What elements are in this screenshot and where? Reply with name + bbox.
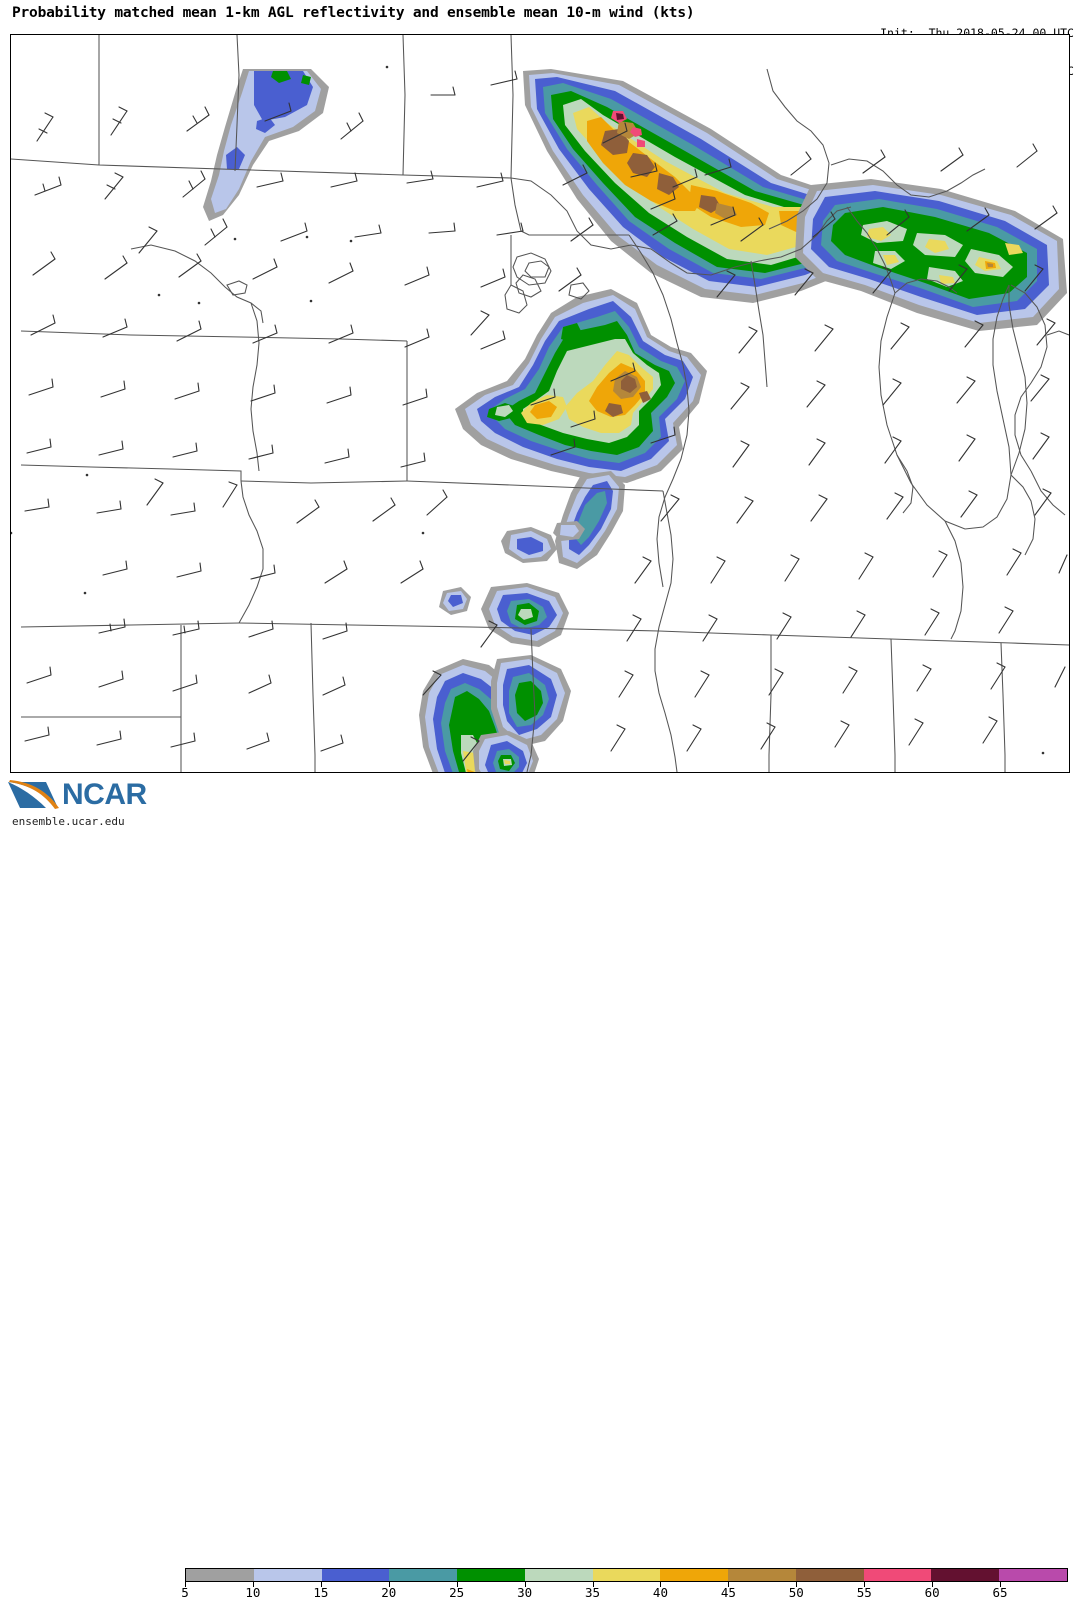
- colorbar-segment-35: [592, 1569, 661, 1581]
- reflectivity-contours: [203, 69, 1067, 772]
- colorbar-tick-labels: 5 10 15 20 25 30 35 40 45 50 55 60 65: [0, 1585, 1080, 1603]
- colorbar-segment-60: [931, 1569, 1000, 1581]
- refl-southwest-line: [419, 655, 571, 772]
- refl-central-mcs: [455, 289, 707, 569]
- colorbar-label-10: 10: [245, 1585, 261, 1600]
- colorbar-label-5: 5: [181, 1585, 189, 1600]
- colorbar-label-15: 15: [313, 1585, 329, 1600]
- ncar-logo-text: NCAR: [62, 778, 147, 811]
- colorbar-label-50: 50: [788, 1585, 804, 1600]
- colorbar-segment-25: [457, 1569, 525, 1581]
- footer-bar: NCAR ensemble.ucar.edu 5 10 15 20 25 30 35 40 45…: [0, 775, 1080, 1600]
- header-bar: Probability matched mean 1-km AGL reflec…: [0, 0, 1080, 77]
- refl-squall-line-east: [795, 179, 1067, 331]
- colorbar-label-35: 35: [585, 1585, 601, 1600]
- ncar-logo-url: ensemble.ucar.edu: [12, 815, 125, 828]
- colorbar-segment-65: [999, 1569, 1067, 1581]
- refl-southern-cells: [439, 521, 585, 647]
- colorbar-segment-45: [728, 1569, 796, 1581]
- colorbar-segment-50: [795, 1569, 864, 1581]
- colorbar-label-45: 45: [720, 1585, 736, 1600]
- ncar-logo-mark: [8, 780, 59, 809]
- wind-barb-overlay: [11, 65, 1068, 762]
- colorbar-label-65: 65: [992, 1585, 1008, 1600]
- colorbar-segment-40: [660, 1569, 729, 1581]
- reflectivity-map[interactable]: [11, 35, 1069, 772]
- refl-cell-northern-canada: [203, 69, 329, 221]
- colorbar-segment-20: [389, 1569, 458, 1581]
- colorbar-segment-55: [863, 1569, 932, 1581]
- colorbar-segment-30: [524, 1569, 593, 1581]
- colorbar-label-30: 30: [517, 1585, 533, 1600]
- colorbar-label-55: 55: [856, 1585, 872, 1600]
- colorbar-label-40: 40: [652, 1585, 668, 1600]
- ncar-logo[interactable]: NCAR ensemble.ucar.edu: [6, 778, 176, 830]
- colorbar-segment-10: [253, 1569, 322, 1581]
- colorbar-label-20: 20: [381, 1585, 397, 1600]
- page-title: Probability matched mean 1-km AGL reflec…: [12, 5, 695, 21]
- colorbar-label-60: 60: [924, 1585, 940, 1600]
- colorbar-segment-5: [186, 1569, 254, 1581]
- political-boundaries: [11, 35, 1069, 772]
- colorbar-label-25: 25: [449, 1585, 465, 1600]
- colorbar-segment-15: [321, 1569, 390, 1581]
- weather-map-panel[interactable]: [10, 34, 1070, 773]
- reflectivity-colorbar[interactable]: [185, 1568, 1068, 1582]
